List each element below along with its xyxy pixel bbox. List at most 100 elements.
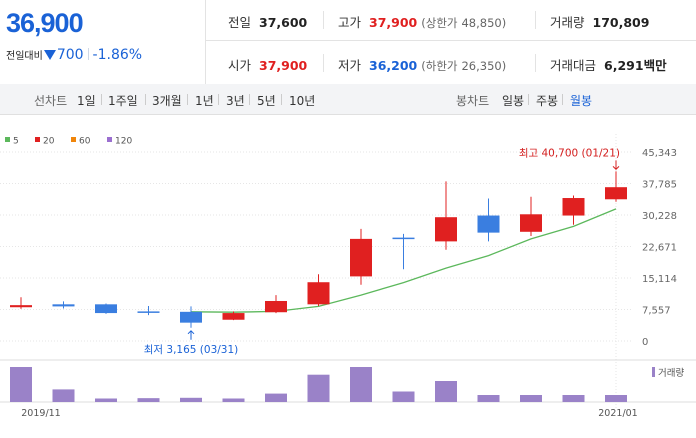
candlestick-chart: 5 20 60 120 최고 40,700 (01/21) 최저 3,165 (03/3… <box>0 134 696 419</box>
legend-label: 60 <box>79 137 91 147</box>
volume-label: 거래량 <box>658 367 684 379</box>
volume-bar <box>435 381 457 402</box>
tab-monthly[interactable]: 월봉 <box>570 94 593 108</box>
candle-body <box>265 300 287 313</box>
candle-body <box>222 313 245 320</box>
volume-bar <box>52 389 75 402</box>
tab-1d[interactable]: 1일 <box>77 94 96 108</box>
high-annotation: 최고 40,700 (01/21) <box>519 147 620 159</box>
candle-body <box>435 217 457 242</box>
price-change: 전일대비 700 -1.86% <box>6 47 142 63</box>
candle-body <box>52 304 75 307</box>
candle-body <box>180 311 202 323</box>
divider <box>323 11 324 29</box>
stat-volume: 거래량 170,809 <box>550 15 650 30</box>
volume-bar <box>95 398 117 402</box>
change-percent: -1.86% <box>92 47 143 63</box>
candle-body <box>477 215 500 233</box>
annotations: 최고 40,700 (01/21) 최저 3,165 (03/31) <box>144 147 620 355</box>
y-tick-label: 15,114 <box>642 274 677 285</box>
y-tick-label: 45,343 <box>642 148 677 159</box>
volume-bar <box>307 374 330 402</box>
divider <box>281 94 282 105</box>
tab-3y[interactable]: 3년 <box>226 94 245 108</box>
y-tick-label: 22,671 <box>642 243 677 254</box>
candle-body <box>95 304 117 314</box>
divider <box>206 40 696 41</box>
legend-label: 5 <box>13 137 19 147</box>
line-chart-label: 선차트 <box>34 94 68 108</box>
moving-average <box>190 208 617 313</box>
candle-body <box>392 237 415 240</box>
tab-daily[interactable]: 일봉 <box>502 94 525 108</box>
volume-bar <box>605 395 627 402</box>
volume-bar <box>520 395 542 402</box>
legend-swatch <box>5 137 10 142</box>
y-tick-label: 37,785 <box>642 180 677 191</box>
low-annotation: 최저 3,165 (03/31) <box>144 344 239 356</box>
stats-table: 전일 37,600 고가 37,900 (상한가 48,850) 거래량 170,809… <box>206 0 696 84</box>
tab-5y[interactable]: 5년 <box>257 94 276 108</box>
stat-high: 고가 37,900 (상한가 48,850) <box>338 15 507 30</box>
candle-chart-label: 봉차트 <box>456 94 490 108</box>
divider <box>249 94 250 105</box>
tab-1w[interactable]: 1주일 <box>108 94 138 108</box>
legend-label: 120 <box>115 137 132 147</box>
candles <box>10 171 627 328</box>
arrow-up-icon <box>187 330 195 340</box>
tab-weekly[interactable]: 주봉 <box>536 94 559 108</box>
stat-low: 저가 36,200 (하한가 26,350) <box>338 58 507 73</box>
x-axis: 2019/11 2021/01 <box>21 408 637 419</box>
chart-legend: 5 20 60 120 <box>5 137 132 147</box>
volume-bars: 거래량 <box>10 367 684 402</box>
candle-body <box>562 198 585 216</box>
volume-legend-swatch <box>652 367 655 377</box>
divider <box>562 94 563 105</box>
y-tick-label: 0 <box>642 337 648 348</box>
ma5-line <box>190 208 617 313</box>
divider <box>535 54 536 72</box>
arrow-down-icon <box>612 160 620 171</box>
x-tick-label: 2019/11 <box>21 408 60 419</box>
volume-bar <box>562 395 585 402</box>
candle-body <box>137 311 160 313</box>
legend-swatch <box>71 137 76 142</box>
legend-label: 20 <box>43 137 55 147</box>
volume-bar <box>477 395 500 402</box>
y-tick-label: 7,557 <box>642 306 671 317</box>
volume-bar <box>137 398 160 402</box>
tab-1y[interactable]: 1년 <box>195 94 214 108</box>
stat-open: 시가 37,900 <box>228 58 308 73</box>
divider <box>145 94 146 105</box>
divider <box>218 94 219 105</box>
down-triangle-icon <box>43 50 56 60</box>
volume-bar <box>350 367 372 402</box>
y-axis: 45,343 37,785 30,228 22,671 15,114 7,557 0 <box>642 148 677 348</box>
volume-bar <box>222 398 245 402</box>
divider <box>101 94 102 105</box>
candle-body <box>350 238 372 277</box>
y-tick-label: 30,228 <box>642 211 677 222</box>
chart-grid <box>0 134 696 410</box>
divider <box>528 94 529 105</box>
current-price: 36,900 <box>6 8 84 38</box>
chart-tabs: 선차트 1일 1주일 3개월 1년 3년 5년 10년 봉차트 일봉 주봉 월봉 <box>0 84 696 115</box>
volume-bar <box>10 367 32 402</box>
candle-body <box>520 214 542 232</box>
legend-swatch <box>107 137 112 142</box>
legend-swatch <box>35 137 40 142</box>
quote-summary: 36,900 전일대비 700 -1.86% 전일 37,600 고가 37,900 (상… <box>0 0 696 85</box>
divider <box>187 94 188 105</box>
divider <box>87 48 89 60</box>
divider <box>323 54 324 72</box>
volume-bar <box>265 393 287 402</box>
x-tick-label: 2021/01 <box>598 408 637 419</box>
stat-amount: 거래대금 6,291백만 <box>550 58 667 73</box>
change-value: 700 <box>56 47 84 63</box>
volume-bar <box>180 397 202 402</box>
price-box: 36,900 전일대비 700 -1.86% <box>0 0 206 84</box>
change-label: 전일대비 <box>6 51 43 62</box>
volume-bar <box>392 391 415 402</box>
tab-3m[interactable]: 3개월 <box>152 94 182 108</box>
tab-10y[interactable]: 10년 <box>289 94 316 108</box>
